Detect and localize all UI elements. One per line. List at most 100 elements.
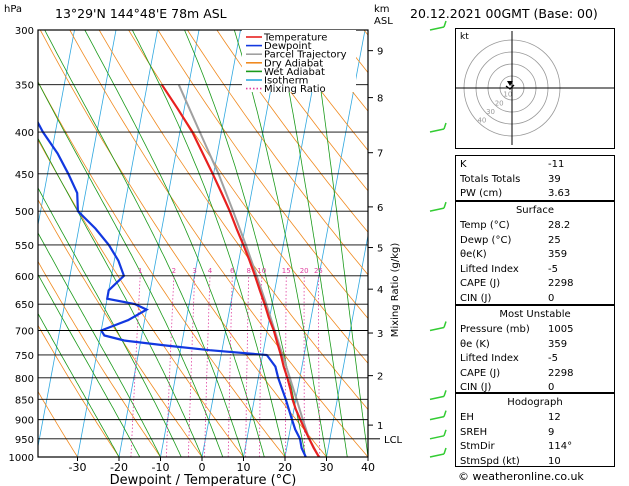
index-value: 0 (548, 382, 555, 393)
km-tick-label: 2 (377, 372, 383, 383)
isotherm-line (118, 30, 200, 457)
index-row: K -11 (460, 157, 610, 172)
plot-frame (37, 29, 369, 458)
section-title: Hodograph (507, 397, 563, 408)
index-name: StmDir (460, 441, 495, 452)
mixing-ratio-label: 8 (246, 267, 250, 275)
index-name: Lifted Index (460, 353, 519, 364)
mixing-ratio-line (245, 275, 250, 457)
temperature-line (160, 84, 320, 457)
index-value: 10 (548, 455, 561, 467)
index-row: Lifted Index -5 (460, 351, 610, 366)
pressure-tick-label: 300 (15, 26, 34, 37)
mixing-ratio-label: 15 (282, 267, 291, 275)
legend-item: Wet Adiabat (264, 67, 325, 78)
pressure-tick-label: 850 (15, 395, 34, 406)
datetime-header: 20.12.2021 00GMT (Base: 00) (410, 6, 598, 21)
location-header: 13°29'N 144°48'E 78m ASL (55, 6, 227, 21)
pressure-tick-label: 400 (15, 128, 34, 139)
pressure-tick-label: 900 (15, 416, 34, 427)
isotherm-line (38, 30, 75, 227)
wind-barb-icon (429, 429, 447, 440)
legend-item: Parcel Trajectory (264, 50, 347, 61)
km-axis-unit: ASL (374, 16, 393, 27)
temperature-tick-label: 40 (361, 461, 375, 474)
mixing-ratio-axis-label: Mixing Ratio (g/kg) (390, 243, 401, 338)
index-row: EH 12 (460, 410, 610, 425)
mixing-ratio-label: 10 (257, 267, 266, 275)
index-name: Temp (°C) (460, 220, 510, 231)
wet-adiabat-line (131, 30, 286, 457)
index-name: EH (460, 412, 474, 423)
index-name: Lifted Index (460, 263, 519, 275)
wind-barb-icon (429, 201, 447, 212)
hodograph-trace (505, 84, 515, 90)
legend-item: Dry Adiabat (264, 58, 323, 69)
mixing-ratio-label: 25 (314, 267, 323, 275)
mixing-ratio-label: 6 (230, 267, 235, 275)
pressure-tick-label: 650 (15, 300, 34, 311)
isotherm-line (160, 30, 241, 457)
index-row: CAPE (J) 2298 (460, 276, 610, 291)
index-value: 1005 (548, 324, 574, 335)
km-tick-label: 6 (377, 203, 383, 214)
index-value: 9 (548, 426, 555, 438)
hodograph-ring-label: 40 (477, 117, 486, 125)
legend-item: Temperature (263, 33, 327, 44)
temperature-tick-label: 0 (199, 461, 206, 474)
temperature-tick-label: 10 (237, 461, 251, 474)
pressure-tick-label: 950 (15, 435, 34, 446)
isotherm-line (284, 30, 366, 457)
hodograph-ring-label: 10 (503, 91, 512, 99)
dry-adiabat-line (38, 324, 120, 457)
temperature-tick-label: -20 (110, 461, 128, 474)
mixing-ratio-label: 2 (172, 267, 176, 275)
hodograph-indices-panel: Hodograph EH 12 SREH 9 StmDir 114° StmSpd (kt) 1… (455, 393, 615, 467)
index-name: θe (K) (460, 338, 490, 350)
index-value: 3.63 (548, 188, 571, 199)
index-name: SREH (460, 426, 488, 438)
index-value: 28.2 (548, 220, 571, 231)
section-title: Surface (515, 205, 555, 216)
legend-item: Mixing Ratio (264, 84, 326, 95)
km-tick-label: 4 (377, 285, 383, 296)
surface-panel: Surface Temp (°C) 28.2 Dewp (°C) 25 θe(K) 359 L… (455, 201, 615, 305)
index-name: Totals Totals (460, 173, 521, 185)
hodograph-panel: kt 10 20 30 40 (455, 28, 615, 149)
mixing-ratio-line (227, 275, 233, 457)
temperature-tick-label: 20 (278, 461, 292, 474)
index-name: CAPE (J) (460, 367, 501, 379)
index-row: Totals Totals 39 (460, 172, 610, 187)
index-row: CIN (J) 0 (460, 380, 610, 395)
pressure-tick-label: 450 (15, 170, 34, 181)
storm-motion-icon (507, 81, 513, 86)
pressure-tick-label: 700 (15, 327, 34, 338)
index-name: Dewp (°C) (460, 234, 512, 246)
index-name: StmSpd (kt) (460, 455, 520, 467)
index-name: CAPE (J) (460, 278, 501, 289)
isotherm-line (326, 233, 368, 457)
dry-adiabat-line (38, 390, 78, 457)
x-axis-label: Dewpoint / Temperature (°C) (110, 473, 297, 486)
pressure-tick-label: 500 (15, 207, 34, 218)
mixing-ratio-label: 4 (208, 267, 213, 275)
index-value: 359 (548, 338, 568, 350)
index-value: 114° (548, 441, 573, 452)
index-row: θe(K) 359 (460, 247, 610, 262)
index-row: StmDir 114° (460, 439, 610, 454)
temperature-tick-label: -30 (69, 461, 87, 474)
index-name: Pressure (mb) (460, 324, 530, 335)
pressure-tick-label: 350 (15, 81, 34, 92)
index-row: StmSpd (kt) 10 (460, 454, 610, 469)
wind-barb-icon (429, 410, 447, 421)
index-row: CAPE (J) 2298 (460, 366, 610, 381)
legend-item: Dewpoint (264, 41, 312, 52)
indices-panel-top: K -11 Totals Totals 39 PW (cm) 3.63 (455, 155, 615, 201)
index-row: θe (K) 359 (460, 337, 610, 352)
pressure-tick-label: 1000 (9, 453, 34, 464)
section-title: Most Unstable (499, 309, 571, 320)
pressure-axis-unit: hPa (4, 4, 22, 15)
index-row: PW (cm) 3.63 (460, 186, 610, 201)
